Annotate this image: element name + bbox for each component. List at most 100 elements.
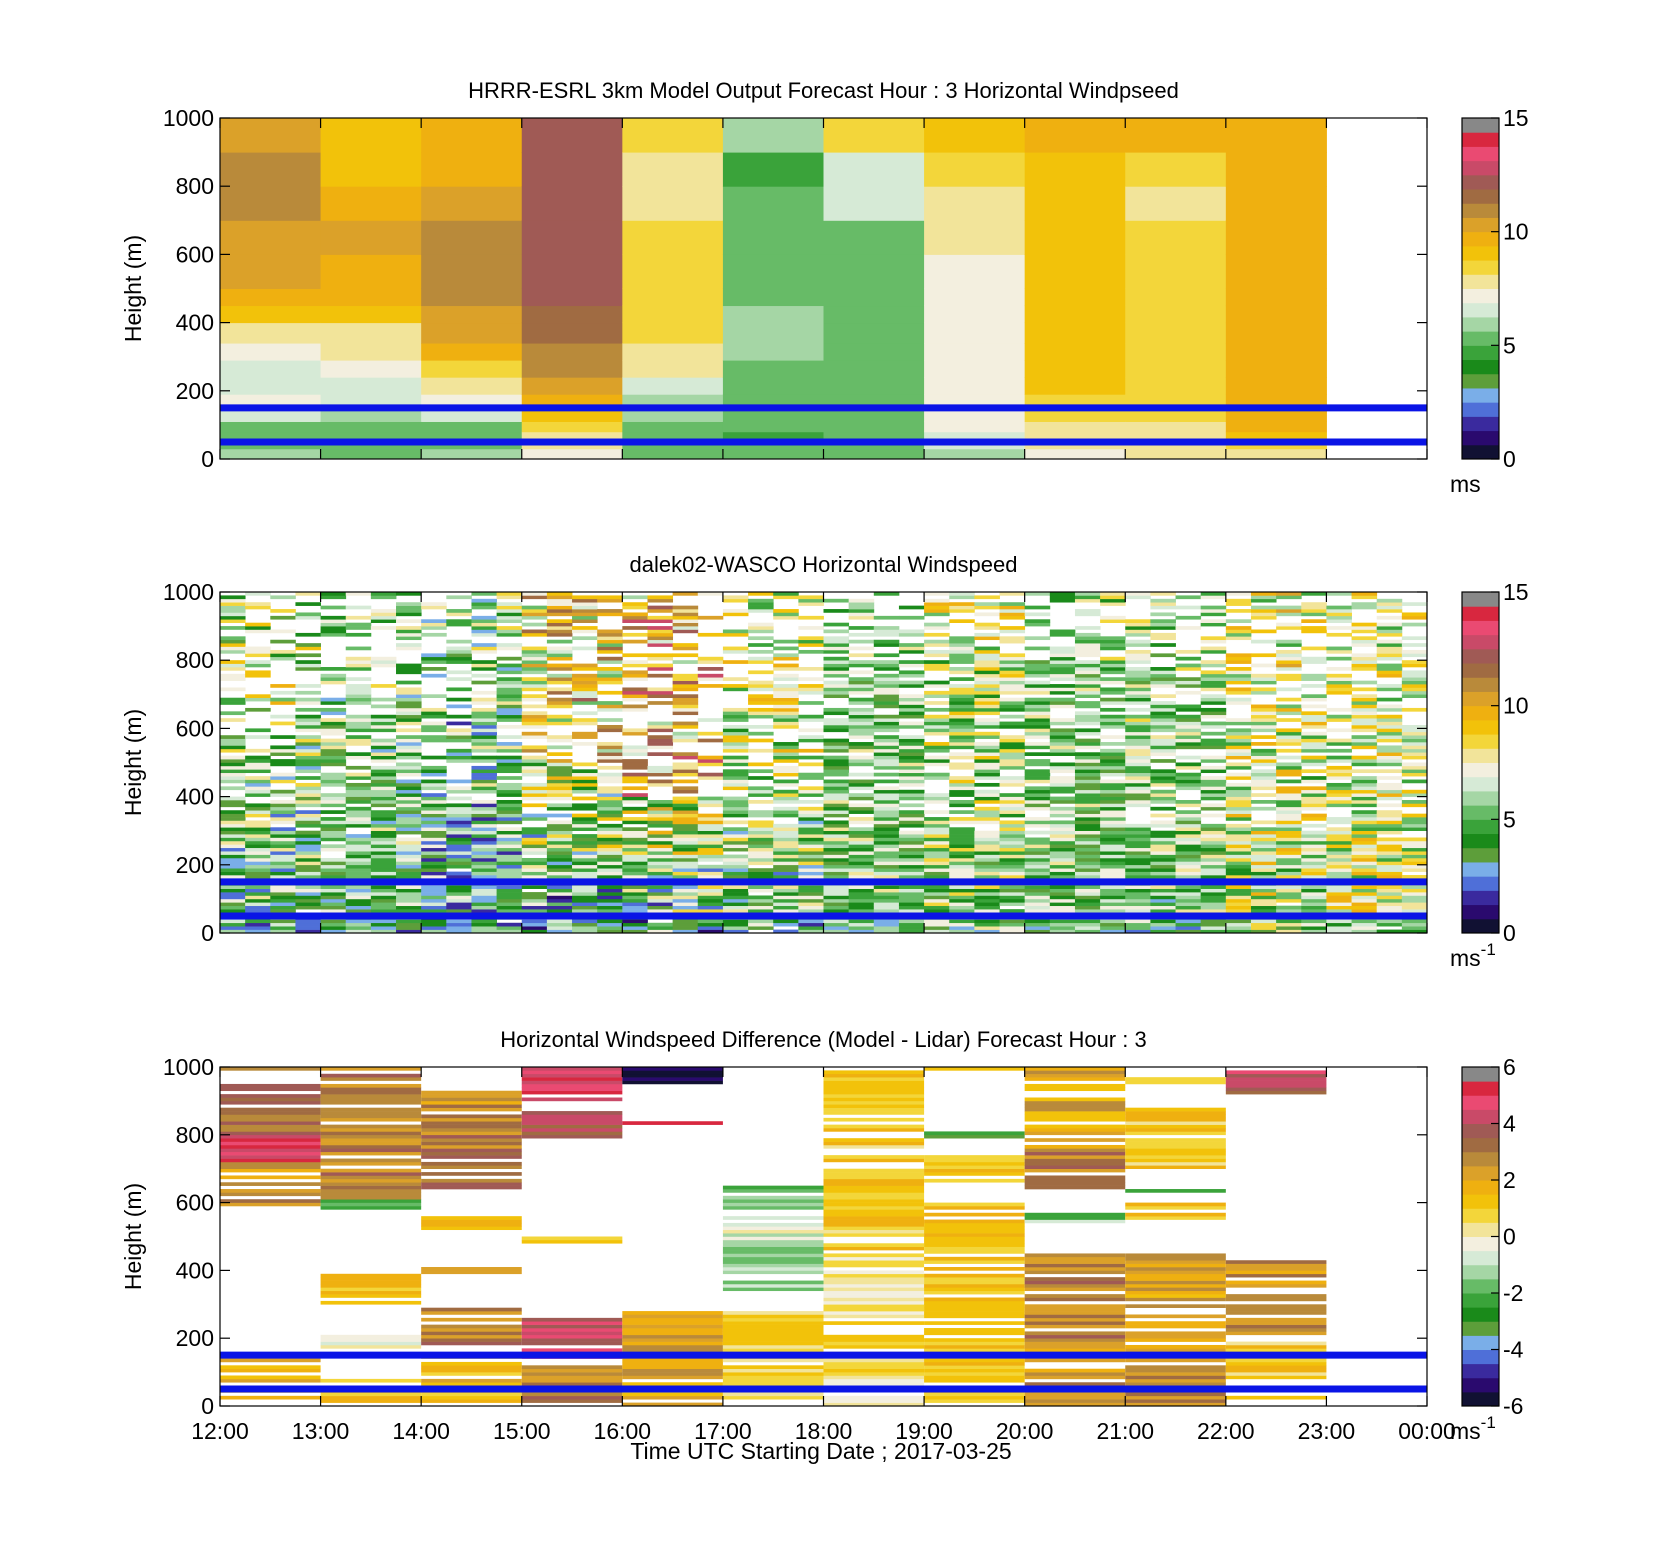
heatmap-cell [1125,728,1151,733]
heatmap-cell [1301,745,1327,750]
heatmap-cell [471,673,498,678]
heatmap-cell [1225,929,1252,934]
heatmap-cell [421,1399,522,1403]
heatmap-cell [1049,667,1076,671]
heatmap-cell [220,711,246,716]
heatmap-cell [924,1361,1025,1366]
heatmap-cell [1125,421,1227,433]
heatmap-cell [1200,707,1227,712]
heatmap-cell [823,1205,925,1210]
heatmap-cell [672,864,699,869]
heatmap-cell [1100,742,1126,746]
heatmap-cell [974,748,1000,753]
heatmap-cell [546,649,573,654]
heatmap-cell [722,796,749,801]
heatmap-cell [848,759,875,763]
heatmap-cell [1276,840,1302,845]
heatmap-cell [370,857,397,862]
heatmap-cell [924,898,950,903]
heatmap-cell [220,639,246,644]
heatmap-cell [446,922,472,927]
heatmap-cell [446,789,472,794]
heatmap-cell [421,622,447,627]
heatmap-cell [220,660,246,664]
heatmap-cell [722,875,749,879]
heatmap-cell [220,1124,321,1129]
heatmap-cell [471,902,498,907]
heatmap-cell [722,1358,824,1363]
heatmap-cell [848,929,875,934]
heatmap-cell [999,653,1026,658]
heatmap-cell [1250,612,1277,617]
heatmap-cell [345,765,372,770]
heatmap-cell [1200,840,1227,845]
heatmap-cell [1175,813,1202,818]
heatmap-cell [1074,905,1101,910]
heatmap-cell [1225,742,1252,746]
heatmap-cell [471,892,498,896]
heatmap-cell [848,680,875,685]
heatmap-cell [924,1226,1025,1231]
heatmap-cell [823,779,850,784]
heatmap-cell [898,789,925,794]
heatmap-cell [823,1399,925,1403]
heatmap-cell [1326,656,1352,661]
heatmap-cell [697,684,724,688]
heatmap-cell [924,1392,1025,1397]
heatmap-cell [823,810,850,814]
heatmap-cell [672,837,699,842]
colorbar-tick-label: -2 [1503,1280,1523,1306]
heatmap-cell [999,752,1026,756]
heatmap-cell [1024,592,1051,596]
heatmap-cell [1150,769,1176,774]
heatmap-cell [974,724,1000,729]
heatmap-cell [823,864,850,869]
heatmap-cell [622,1382,723,1386]
heatmap-cell [370,854,397,859]
heatmap-cell [320,909,347,913]
heatmap-cell [421,1395,522,1400]
heatmap-cell [1024,1358,1126,1363]
heatmap-cell [697,820,724,825]
heatmap-cell [647,779,674,784]
heatmap-cell [270,929,296,934]
heatmap-cell [1175,922,1202,927]
heatmap-cell [773,667,799,671]
heatmap-cell [220,1128,321,1132]
heatmap-cell [421,1161,522,1166]
heatmap-cell [1074,847,1101,852]
heatmap-cell [999,885,1026,889]
heatmap-cell [396,864,422,869]
heatmap-cell [798,861,824,866]
heatmap-cell [597,632,623,637]
heatmap-cell [748,793,774,797]
heatmap-cell [396,905,422,910]
heatmap-cell [1376,598,1403,603]
heatmap-cell [320,817,347,821]
heatmap-cell [722,649,749,654]
heatmap-cell [546,857,573,862]
heatmap-cell [1100,714,1126,719]
heatmap-cell [873,721,900,726]
heatmap-cell [1049,823,1076,828]
heatmap-cell [546,609,573,613]
heatmap-cell [1250,752,1277,756]
heatmap-cell [1301,602,1327,606]
heatmap-cell [1024,830,1051,835]
heatmap-cell [1150,864,1176,869]
heatmap-cell [396,782,422,787]
heatmap-cell [697,800,724,804]
heatmap-cell [1376,813,1403,818]
heatmap-cell [521,796,548,801]
heatmap-cell [546,622,573,627]
heatmap-cell [496,834,523,838]
heatmap-cell [220,759,246,763]
heatmap-cell [1074,902,1101,907]
heatmap-cell [898,864,925,869]
heatmap-cell [823,448,925,460]
heatmap-cell [1276,851,1302,855]
heatmap-cell [722,854,749,859]
heatmap-cell [220,813,246,818]
heatmap-cell [597,779,623,784]
heatmap-cell [622,898,648,903]
